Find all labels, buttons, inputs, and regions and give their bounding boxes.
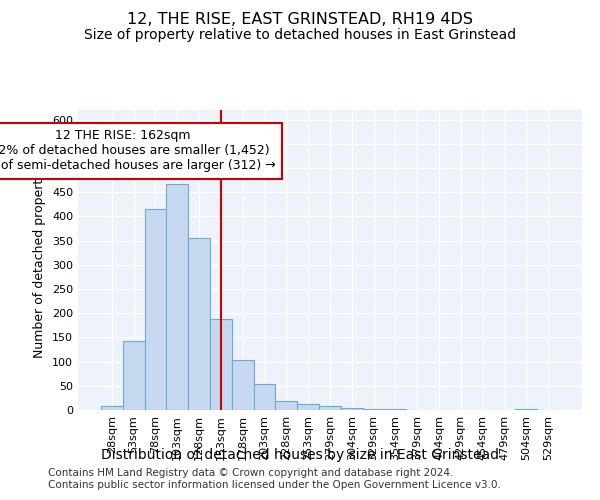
Text: Size of property relative to detached houses in East Grinstead: Size of property relative to detached ho… [84,28,516,42]
Y-axis label: Number of detached properties: Number of detached properties [34,162,46,358]
Bar [210,319,232,410]
Text: 12, THE RISE, EAST GRINSTEAD, RH19 4DS: 12, THE RISE, EAST GRINSTEAD, RH19 4DS [127,12,473,28]
Text: Contains public sector information licensed under the Open Government Licence v3: Contains public sector information licen… [48,480,501,490]
Bar [166,184,188,410]
Bar [341,408,363,410]
Bar [188,238,210,410]
Bar [232,360,254,410]
Bar [145,209,166,410]
Bar [275,402,297,410]
Text: 12 THE RISE: 162sqm
← 82% of detached houses are smaller (1,452)
18% of semi-det: 12 THE RISE: 162sqm ← 82% of detached ho… [0,130,276,172]
Bar [363,408,385,410]
Bar [319,406,341,410]
Bar [515,408,537,410]
Bar [101,406,123,410]
Bar [254,384,275,410]
Text: Distribution of detached houses by size in East Grinstead: Distribution of detached houses by size … [101,448,499,462]
Bar [385,409,406,410]
Bar [297,404,319,410]
Bar [123,341,145,410]
Text: Contains HM Land Registry data © Crown copyright and database right 2024.: Contains HM Land Registry data © Crown c… [48,468,454,477]
